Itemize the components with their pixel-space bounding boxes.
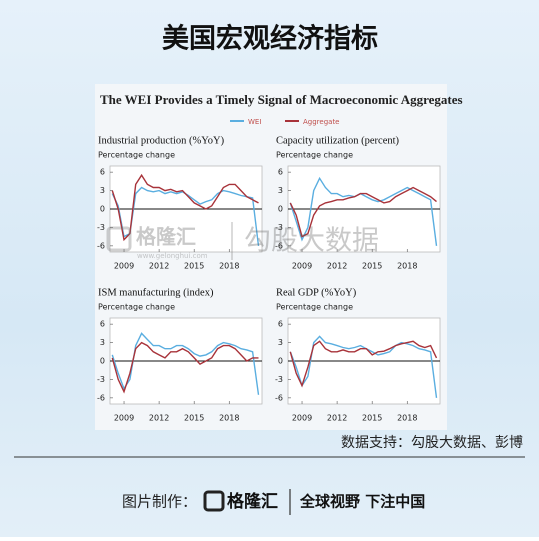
y-tick-label: 0 xyxy=(100,205,105,214)
y-tick-label: 6 xyxy=(100,168,105,177)
y-tick-label: -3 xyxy=(97,223,105,232)
legend: WEI Aggregate xyxy=(230,118,340,126)
footer-slogan: 全球视野 下注中国 xyxy=(299,493,425,511)
x-tick-label: 2012 xyxy=(149,414,169,423)
series-line xyxy=(289,340,438,388)
y-tick-label: -3 xyxy=(97,375,105,384)
series-line xyxy=(289,186,437,238)
y-tick-label: 3 xyxy=(100,338,105,347)
y-tick-label: 6 xyxy=(278,168,283,177)
y-tick-label: 6 xyxy=(278,320,283,329)
watermark-icon xyxy=(106,226,132,252)
x-tick-label: 2018 xyxy=(219,262,239,271)
x-tick-label: 2012 xyxy=(327,262,347,271)
y-tick-label: 6 xyxy=(100,320,105,329)
y-tick-label: 0 xyxy=(278,357,283,366)
x-tick-label: 2018 xyxy=(397,414,417,423)
page-title: 美国宏观经济指标 xyxy=(162,23,378,55)
watermark-brand: 格隆汇 xyxy=(136,225,196,249)
x-tick-label: 2015 xyxy=(362,262,382,271)
y-tick-label: -6 xyxy=(97,241,105,250)
chart-title: Industrial production (%YoY) xyxy=(98,135,225,146)
x-tick-label: 2009 xyxy=(114,262,134,271)
y-tick-label: 3 xyxy=(278,338,283,347)
y-tick-label: -6 xyxy=(275,393,283,402)
x-tick-label: 2012 xyxy=(327,414,347,423)
y-tick-label: -3 xyxy=(275,223,283,232)
series-line xyxy=(289,335,438,398)
x-tick-label: 2009 xyxy=(292,262,312,271)
series-line xyxy=(111,341,259,394)
x-tick-label: 2009 xyxy=(114,414,134,423)
chart-subtitle: Percentage change xyxy=(276,303,353,312)
chart-title: Real GDP (%YoY) xyxy=(276,287,357,298)
y-tick-label: -6 xyxy=(275,241,283,250)
series-line xyxy=(111,332,260,395)
chart-subtitle: Percentage change xyxy=(276,151,353,160)
chart-title: ISM manufacturing (index) xyxy=(98,287,214,298)
series-line xyxy=(111,173,259,242)
x-tick-label: 2018 xyxy=(219,414,239,423)
y-tick-label: 3 xyxy=(278,186,283,195)
watermark-text: 勾股大数据 xyxy=(244,226,379,257)
legend-label: Aggregate xyxy=(303,118,340,126)
y-tick-label: 0 xyxy=(278,205,283,214)
watermark: 格隆汇 www.gelonghui.com 勾股大数据 xyxy=(106,222,379,260)
footer-brand: 格隆汇 xyxy=(227,491,278,512)
y-tick-label: -6 xyxy=(97,393,105,402)
footer-logo xyxy=(203,490,225,512)
watermark-site: www.gelonghui.com xyxy=(137,252,208,260)
y-tick-label: -3 xyxy=(275,375,283,384)
footer-label: 图片制作： xyxy=(122,493,197,511)
source: 数据支持：勾股大数据、彭博 xyxy=(341,434,523,451)
legend-label: WEI xyxy=(248,118,261,126)
x-tick-label: 2012 xyxy=(149,262,169,271)
x-tick-label: 2009 xyxy=(292,414,312,423)
x-tick-label: 2015 xyxy=(184,414,204,423)
x-tick-label: 2015 xyxy=(184,262,204,271)
charts: Industrial production (%YoY) Percentage c… xyxy=(97,135,441,423)
x-tick-label: 2015 xyxy=(362,414,382,423)
chart-title: Capacity utilization (percent) xyxy=(276,135,400,146)
figure-title: The WEI Provides a Timely Signal of Macr… xyxy=(100,92,463,107)
y-tick-label: 0 xyxy=(100,357,105,366)
x-tick-label: 2018 xyxy=(397,262,417,271)
y-tick-label: 3 xyxy=(100,186,105,195)
series-line xyxy=(289,176,438,246)
chart-subtitle: Percentage change xyxy=(98,151,175,160)
chart-subtitle: Percentage change xyxy=(98,303,175,312)
